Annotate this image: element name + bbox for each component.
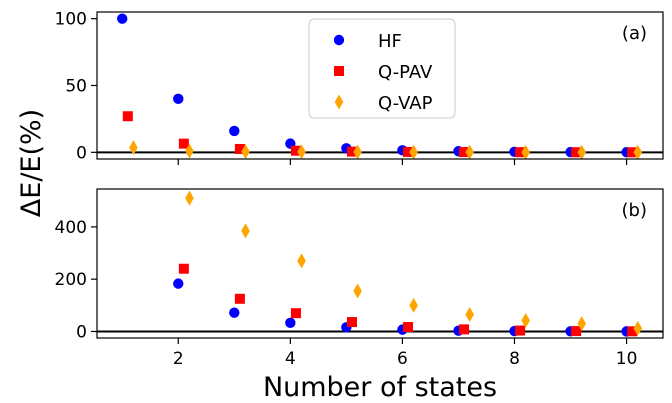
y-tick-label: 0 [76, 322, 87, 342]
data-point [521, 144, 531, 160]
data-point [129, 140, 138, 156]
data-point [229, 125, 240, 137]
data-point [403, 146, 414, 157]
data-point [229, 307, 240, 318]
data-point [290, 308, 301, 319]
data-point [633, 320, 643, 336]
data-point [571, 326, 582, 337]
legend-entry-q-pav: Q-PAV [334, 62, 433, 83]
data-point [185, 143, 194, 159]
data-point [577, 316, 587, 332]
panel-a: 0 50 100 (a) [55, 10, 664, 165]
data-point [459, 147, 470, 158]
legend: HF Q-PAV Q-VAP [308, 18, 456, 119]
data-point [571, 147, 582, 158]
y-tick-label: 400 [55, 218, 87, 238]
data-point [627, 147, 638, 158]
data-point [353, 144, 362, 160]
data-point [285, 317, 296, 329]
x-tick-label: 10 [616, 349, 638, 369]
data-point [234, 293, 245, 304]
data-point [346, 317, 357, 328]
plot-frame [96, 188, 664, 339]
data-point [178, 138, 189, 149]
x-tick-label: 2 [173, 349, 184, 369]
data-point [633, 144, 643, 160]
data-point [297, 253, 306, 269]
legend-label: HF [378, 31, 402, 52]
y-axis-title: ΔE/E(%) [16, 109, 47, 217]
data-point [515, 325, 526, 336]
data-point [353, 283, 362, 299]
x-tick-label: 6 [397, 349, 408, 369]
data-point [409, 297, 418, 313]
data-point [465, 144, 474, 160]
legend-marker [334, 94, 344, 110]
y-tick-label: 100 [55, 10, 87, 30]
x-axis-title: Number of states [263, 372, 497, 403]
legend-entry-q-vap: Q-VAP [334, 93, 433, 114]
data-point [515, 147, 526, 158]
data-point [297, 144, 306, 160]
y-tick-label: 50 [65, 77, 87, 97]
data-point [173, 93, 184, 105]
y-tick-label: 0 [76, 143, 87, 163]
panel-label: (a) [622, 23, 647, 44]
data-point [346, 146, 357, 157]
data-point [173, 278, 184, 289]
data-point [403, 322, 414, 333]
data-point [185, 190, 194, 206]
data-point [521, 312, 531, 328]
data-point [459, 324, 470, 335]
legend-entry-hf: HF [333, 31, 402, 52]
data-point [178, 263, 189, 274]
legend-label: Q-PAV [378, 62, 433, 83]
data-point [627, 326, 638, 337]
legend-label: Q-VAP [378, 93, 433, 114]
series-q-vap [129, 140, 643, 160]
data-point [117, 13, 128, 24]
data-point [122, 111, 133, 122]
panel-b: 0 200 400 2 4 6 8 10 (b) [55, 188, 664, 369]
legend-marker [334, 66, 344, 76]
series-q-pav [178, 263, 638, 337]
data-point [241, 223, 250, 239]
data-point [290, 145, 301, 156]
data-point [465, 306, 474, 322]
x-tick-label: 4 [285, 349, 296, 369]
data-point [409, 144, 418, 160]
data-point [234, 143, 245, 154]
y-tick-label: 200 [55, 270, 87, 290]
x-tick-label: 8 [509, 349, 520, 369]
legend-marker [333, 34, 345, 46]
data-point [577, 144, 587, 160]
data-point [241, 144, 250, 160]
series-q-vap [185, 190, 643, 336]
series-hf [173, 278, 632, 337]
legend-frame [308, 18, 456, 119]
panel-label: (b) [622, 200, 647, 221]
series-q-pav [122, 111, 638, 158]
